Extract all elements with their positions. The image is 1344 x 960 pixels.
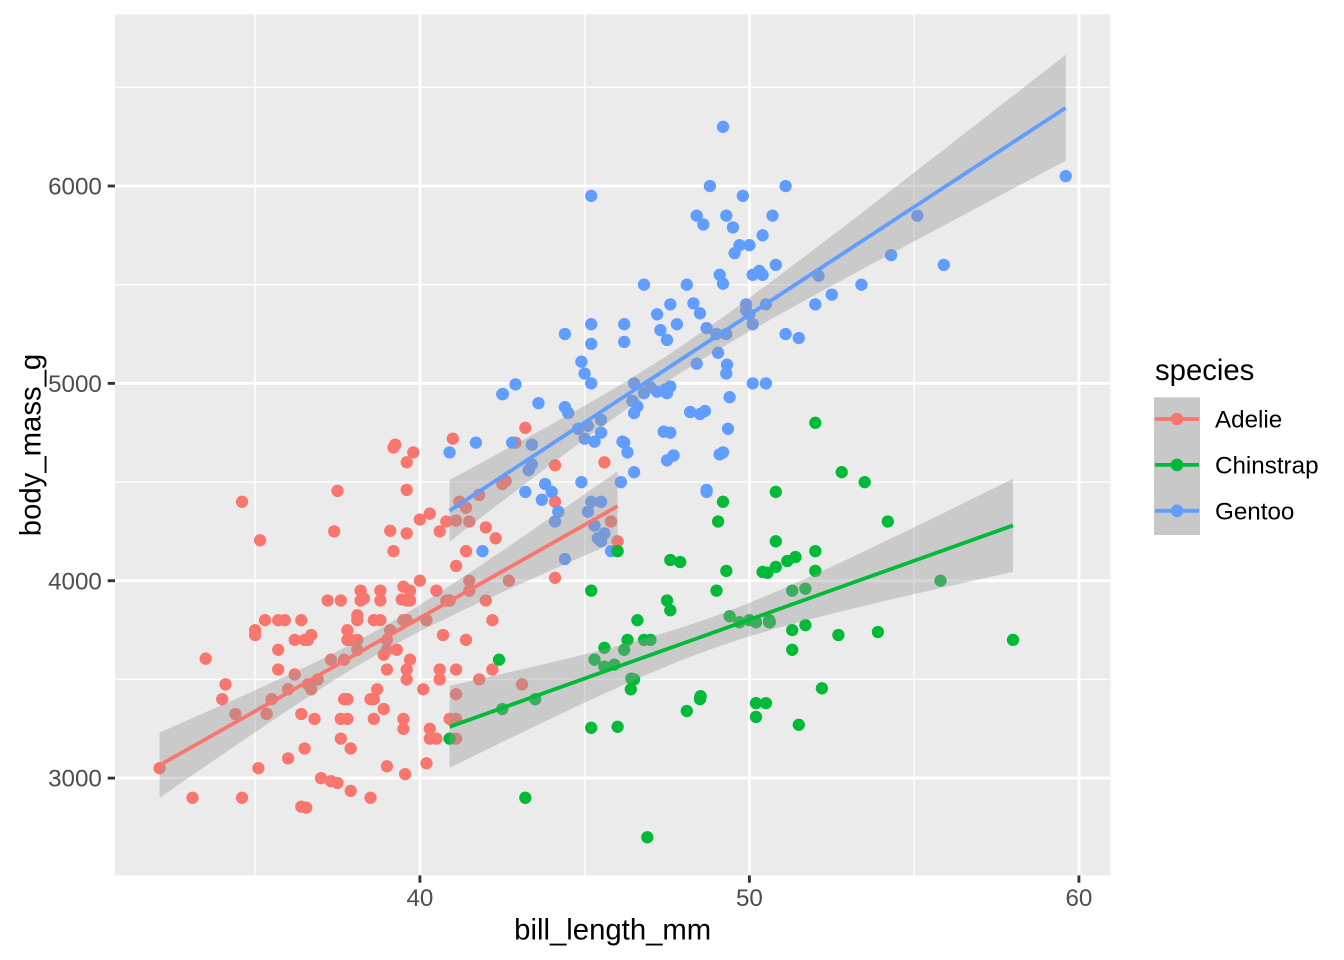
svg-text:Chinstrap: Chinstrap — [1215, 452, 1319, 479]
svg-text:Adelie: Adelie — [1215, 407, 1282, 434]
svg-text:bill_length_mm: bill_length_mm — [514, 914, 711, 947]
svg-text:Gentoo: Gentoo — [1215, 498, 1294, 525]
svg-text:3000: 3000 — [48, 766, 102, 793]
svg-text:60: 60 — [1065, 885, 1092, 912]
svg-text:species: species — [1155, 354, 1254, 387]
svg-text:50: 50 — [736, 885, 763, 912]
svg-text:40: 40 — [406, 885, 433, 912]
svg-text:5000: 5000 — [48, 371, 102, 398]
svg-text:6000: 6000 — [48, 174, 102, 201]
svg-text:body_mass_g: body_mass_g — [15, 354, 48, 536]
svg-text:4000: 4000 — [48, 568, 102, 595]
